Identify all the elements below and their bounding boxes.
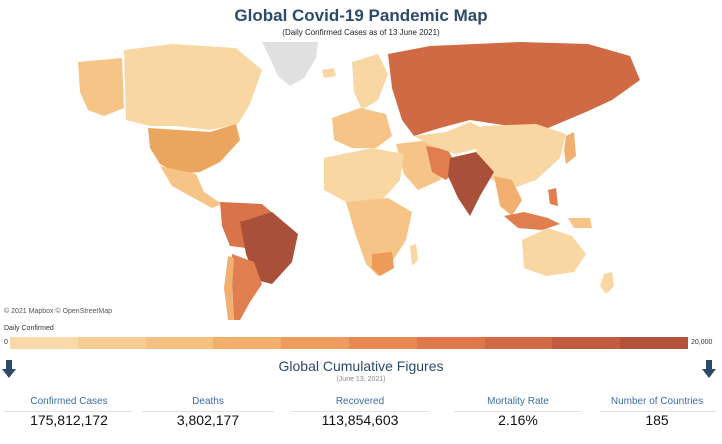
legend-min-label: 0 (4, 339, 8, 346)
stat-number-of-countries: Number of Countries 185 (592, 396, 722, 428)
region-madagascar[interactable] (410, 244, 418, 266)
page-subtitle: (Daily Confirmed Cases as of 13 June 202… (282, 28, 440, 37)
region-south-africa[interactable] (372, 252, 394, 276)
stat-label: Mortality Rate (487, 396, 549, 407)
legend-step (281, 337, 349, 349)
region-southeast-asia[interactable] (494, 176, 522, 216)
legend-step (416, 337, 485, 349)
stat-value: 185 (645, 412, 669, 428)
stat-value: 3,802,177 (176, 412, 240, 428)
stat-label: Recovered (335, 396, 385, 407)
region-canada[interactable] (124, 44, 262, 130)
region-alaska[interactable] (78, 58, 124, 116)
world-map[interactable] (0, 40, 722, 320)
legend-title: Daily Confirmed (4, 325, 54, 332)
region-western-europe[interactable] (332, 108, 392, 148)
stat-divider (290, 411, 430, 412)
stat-value: 2.16% (498, 412, 538, 428)
stat-divider (142, 411, 274, 412)
color-legend-bar (10, 337, 688, 349)
legend-max-label: 20,000 (691, 339, 713, 346)
section-title: Global Cumulative Figures (278, 358, 444, 374)
stat-label: Number of Countries (610, 396, 704, 407)
legend-step (10, 337, 78, 349)
legend-step (213, 337, 282, 349)
stat-recovered: Recovered 113,854,603 (286, 396, 434, 428)
stat-label: Confirmed Cases (30, 396, 108, 407)
region-africa[interactable] (346, 198, 412, 276)
legend-step (484, 337, 553, 349)
region-china[interactable] (476, 124, 566, 190)
stat-value: 175,812,172 (30, 412, 108, 428)
region-central-asia[interactable] (414, 122, 490, 154)
region-chile[interactable] (224, 256, 234, 320)
stat-confirmed-cases: Confirmed Cases 175,812,172 (0, 396, 138, 428)
region-scandinavia[interactable] (322, 54, 388, 110)
legend-step (145, 337, 214, 349)
down-arrow-icon[interactable] (2, 360, 16, 378)
region-mexico[interactable] (160, 166, 222, 208)
legend-step (77, 337, 146, 349)
region-indonesia[interactable] (504, 188, 560, 230)
region-usa[interactable] (148, 124, 240, 174)
stat-label: Deaths (192, 396, 224, 407)
stat-divider (4, 411, 132, 412)
map-credit: © 2021 Mapbox © OpenStreetMap (4, 308, 112, 315)
stat-divider (600, 411, 716, 412)
region-india[interactable] (448, 152, 494, 216)
region-argentina[interactable] (232, 254, 262, 320)
legend-step (552, 337, 621, 349)
stat-mortality-rate: Mortality Rate 2.16% (448, 396, 588, 428)
region-north-africa[interactable] (324, 148, 404, 202)
region-japan[interactable] (564, 132, 576, 164)
page-title: Global Covid-19 Pandemic Map (234, 6, 488, 25)
stat-divider (454, 411, 582, 412)
legend-step (348, 337, 417, 349)
region-australia[interactable] (522, 228, 586, 276)
region-png[interactable] (568, 218, 592, 228)
region-greenland[interactable] (262, 42, 318, 86)
legend-step (620, 337, 688, 349)
section-date: (June 13, 2021) (336, 376, 386, 383)
region-russia[interactable] (388, 42, 640, 136)
down-arrow-icon[interactable] (702, 360, 716, 378)
stat-deaths: Deaths 3,802,177 (138, 396, 278, 428)
region-new-zealand[interactable] (600, 272, 614, 294)
stat-value: 113,854,603 (321, 412, 399, 428)
